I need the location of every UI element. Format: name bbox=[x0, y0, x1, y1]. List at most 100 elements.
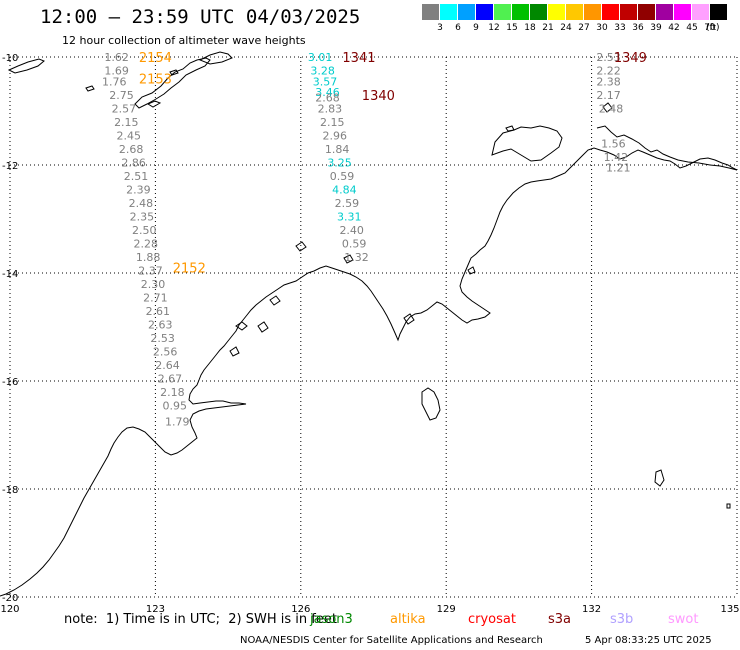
island-cluster-g bbox=[467, 266, 476, 275]
wave-height-value: 1.69 bbox=[104, 65, 129, 78]
wave-height-value: 2.15 bbox=[114, 116, 139, 129]
pass-number-label: 1341 bbox=[342, 51, 375, 66]
satellite-s3b: s3b bbox=[610, 612, 634, 627]
legend-swatch bbox=[620, 4, 638, 20]
wave-height-value: 2.50 bbox=[132, 224, 157, 237]
track-1341: 3.013.283.573.462.682.832.152.961.843.25… bbox=[308, 51, 369, 264]
legend-label: 33 bbox=[614, 23, 626, 33]
legend-label: 12 bbox=[488, 23, 500, 33]
wave-height-value: 2.83 bbox=[318, 102, 343, 115]
wave-height-value: 3.28 bbox=[310, 65, 335, 78]
wave-height-value: 2.38 bbox=[596, 75, 621, 88]
tiwi-islands bbox=[491, 125, 563, 162]
wave-height-value: 2.53 bbox=[150, 332, 175, 345]
wave-height-value: 1.21 bbox=[606, 162, 631, 175]
small-island-b bbox=[85, 85, 95, 92]
legend-unit: (ft) bbox=[706, 23, 720, 33]
wave-height-value: 4.84 bbox=[332, 183, 357, 196]
satellite-jason3: jason3 bbox=[310, 612, 353, 627]
island-cluster-b bbox=[257, 321, 269, 333]
lon-tick-label: 129 bbox=[437, 604, 456, 615]
wave-height-value: 2.71 bbox=[143, 291, 168, 304]
wave-height-value: 2.68 bbox=[119, 143, 144, 156]
wave-height-value: 2.64 bbox=[155, 359, 180, 372]
coastline bbox=[0, 51, 738, 597]
legend-label: 9 bbox=[473, 23, 479, 33]
legend-swatch bbox=[638, 4, 656, 20]
legend-label: 24 bbox=[560, 23, 572, 33]
wave-height-value: 1.84 bbox=[325, 143, 350, 156]
lat-tick-label: -20 bbox=[2, 593, 18, 604]
legend-swatch bbox=[656, 4, 674, 20]
pass-number-label: 1349 bbox=[614, 51, 647, 66]
legend-label: 27 bbox=[578, 23, 590, 33]
satellite-altika: altika bbox=[390, 612, 426, 627]
pass-number-label: 2152 bbox=[173, 262, 206, 277]
legend-label: 18 bbox=[524, 23, 536, 33]
legend-swatch bbox=[674, 4, 692, 20]
small-island-c bbox=[505, 125, 515, 132]
reef-a bbox=[421, 387, 441, 421]
legend-swatch bbox=[458, 4, 476, 20]
wave-height-value: 1.79 bbox=[165, 416, 190, 429]
legend-swatch bbox=[530, 4, 548, 20]
wave-height-value: 2.28 bbox=[133, 237, 158, 250]
wave-height-value: 3.01 bbox=[308, 51, 333, 64]
lat-tick-label: -16 bbox=[2, 377, 18, 388]
wave-height-value: 2.75 bbox=[109, 89, 134, 102]
wave-height-value: 3.57 bbox=[313, 75, 338, 88]
lat-tick-label: -10 bbox=[2, 53, 18, 64]
wave-height-value: 2.59 bbox=[335, 197, 360, 210]
axis-tick-labels: 120 123 126 129 132 135 -10 -12 -14 -16 -18 -20 bbox=[0, 53, 739, 615]
wave-height-value: 2.15 bbox=[320, 116, 345, 129]
sumba-coastline bbox=[7, 58, 45, 74]
wave-height-value: 2.39 bbox=[126, 183, 151, 196]
timestamp-text: 5 Apr 08:33:25 UTC 2025 bbox=[585, 635, 712, 646]
satellite-swot: swot bbox=[668, 612, 699, 627]
legend-swatch bbox=[710, 4, 728, 20]
legend-swatch bbox=[548, 4, 566, 20]
reef-c bbox=[726, 503, 731, 509]
wave-height-value: 2.30 bbox=[141, 278, 166, 291]
wave-height-value: 2.51 bbox=[124, 170, 149, 183]
pass-number-label: 2154 bbox=[139, 51, 172, 66]
legend-label: 3 bbox=[437, 23, 443, 33]
satellite-s3a: s3a bbox=[548, 612, 572, 627]
mainland-coastline bbox=[0, 147, 738, 597]
lat-tick-label: -18 bbox=[2, 485, 18, 496]
legend-label: 21 bbox=[542, 23, 554, 33]
legend-label: 36 bbox=[632, 23, 644, 33]
wave-height-value: 2.35 bbox=[130, 210, 155, 223]
wave-height-value: 1.42 bbox=[604, 151, 629, 164]
wave-height-value: 2.40 bbox=[339, 224, 364, 237]
legend-label: 15 bbox=[506, 23, 518, 33]
map-subtitle: 12 hour collection of altimeter wave hei… bbox=[62, 34, 306, 47]
wave-height-value: 2.53 bbox=[596, 51, 621, 64]
legend-swatch bbox=[584, 4, 602, 20]
wave-height-value: 2.63 bbox=[148, 318, 173, 331]
legend-label: 39 bbox=[650, 23, 662, 33]
legend-label: 70 bbox=[704, 23, 716, 33]
island-cluster-a bbox=[235, 321, 248, 331]
wetar-fragment bbox=[198, 51, 233, 65]
wave-height-value: 1.62 bbox=[104, 51, 129, 64]
track-2154: 1.621.691.762.752.572.152.452.682.862.51… bbox=[102, 51, 190, 429]
legend-swatch bbox=[512, 4, 530, 20]
legend-label: 45 bbox=[686, 23, 698, 33]
east-islands-fragment bbox=[602, 102, 613, 113]
legend-label: 30 bbox=[596, 23, 608, 33]
wave-height-value: 2.61 bbox=[146, 305, 171, 318]
wave-height-value: 1.88 bbox=[136, 251, 161, 264]
wave-height-value: 3.46 bbox=[315, 86, 340, 99]
altimeter-tracks: 1.621.691.762.752.572.152.452.682.862.51… bbox=[102, 51, 631, 429]
island-cluster-h bbox=[229, 346, 240, 357]
small-island-a bbox=[169, 69, 179, 76]
wave-height-value: 2.56 bbox=[153, 345, 178, 358]
wave-height-value: 0.95 bbox=[163, 399, 188, 412]
island-cluster-d bbox=[295, 241, 307, 252]
legend-label: 42 bbox=[668, 23, 680, 33]
wave-height-value: 1.56 bbox=[601, 137, 626, 150]
wave-height-value: 2.68 bbox=[315, 92, 340, 105]
lon-tick-label: 132 bbox=[582, 604, 601, 615]
